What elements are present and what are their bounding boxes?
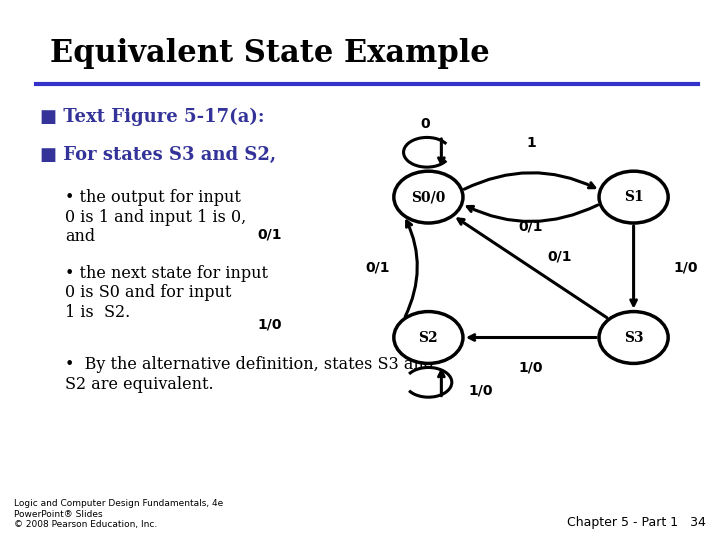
Text: 0: 0 [420,117,430,131]
Text: Equivalent State Example: Equivalent State Example [50,38,490,69]
Text: S0/0: S0/0 [411,190,446,204]
Text: 1/0: 1/0 [258,317,282,331]
Circle shape [599,312,668,363]
Text: 1/0: 1/0 [518,360,544,374]
Text: •  By the alternative definition, states S3 and
S2 are equivalent.: • By the alternative definition, states … [65,356,433,393]
Text: 0/1: 0/1 [258,228,282,242]
Circle shape [599,171,668,223]
Text: 0/1: 0/1 [366,260,390,274]
Text: 1: 1 [526,136,536,150]
Text: S2: S2 [418,330,438,345]
Text: 1/0: 1/0 [468,383,492,397]
Text: Logic and Computer Design Fundamentals, 4e
PowerPoint® Slides
© 2008 Pearson Edu: Logic and Computer Design Fundamentals, … [14,500,224,529]
Text: S1: S1 [624,190,644,204]
Text: • the next state for input
0 is S0 and for input
1 is  S2.: • the next state for input 0 is S0 and f… [65,265,268,321]
Text: 0/1: 0/1 [518,220,544,234]
Text: ■ For states S3 and S2,: ■ For states S3 and S2, [40,146,276,164]
Text: ■ Text Figure 5-17(a):: ■ Text Figure 5-17(a): [40,108,264,126]
Circle shape [394,171,463,223]
Text: Chapter 5 - Part 1   34: Chapter 5 - Part 1 34 [567,516,706,529]
Text: • the output for input
0 is 1 and input 1 is 0,
and: • the output for input 0 is 1 and input … [65,189,246,245]
Circle shape [394,312,463,363]
Text: 1/0: 1/0 [673,260,698,274]
Text: 0/1: 0/1 [547,249,572,264]
Text: S3: S3 [624,330,644,345]
